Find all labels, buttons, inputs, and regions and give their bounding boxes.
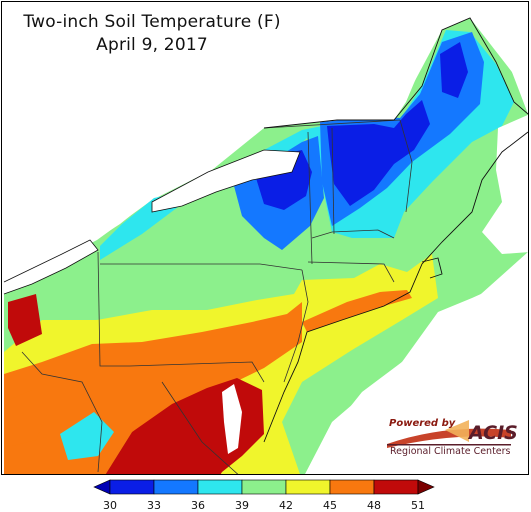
chesapeake-bay: [222, 384, 242, 454]
border-pa-west-south: [97, 251, 130, 367]
map-frame: Two-inch Soil Temperature (F) April 9, 2…: [1, 1, 529, 475]
legend-swatch-39-42: [241, 479, 287, 495]
legend-swatch-33-36: [153, 479, 199, 495]
legend-tick-33: 33: [147, 499, 161, 512]
border-ny-pa: [100, 263, 303, 271]
border-pa-md: [129, 361, 265, 383]
lake-ontario: [152, 150, 300, 212]
legend-over-arrow: [417, 479, 435, 495]
zone-30-33-north: [327, 100, 430, 206]
border-va-md: [161, 381, 239, 474]
map-title: Two-inch Soil Temperature (F): [23, 12, 281, 32]
legend-tick-36: 36: [191, 499, 205, 512]
legend-tick-48: 48: [367, 499, 381, 512]
zone-southwest-patch: [4, 390, 48, 446]
zone-30-33-maine: [440, 42, 468, 98]
cape-cod-outline: [421, 257, 443, 279]
acis-logo: Powered by ACIS Regional Climate Centers: [385, 416, 518, 462]
legend-tick-30: 30: [103, 499, 117, 512]
legend-swatch-30-33: [109, 479, 155, 495]
legend-swatch-48-51: [373, 479, 419, 495]
legend-tick-39: 39: [235, 499, 249, 512]
legend-tick-45: 45: [323, 499, 337, 512]
zone-39-42: [100, 30, 514, 260]
border-nj: [283, 269, 309, 383]
atlantic-coastline: [263, 131, 528, 443]
color-legend: 30 33 36 39 42 45 48 51: [0, 478, 531, 512]
acis-brand-text: ACIS: [469, 422, 518, 444]
zone-west-valley: [60, 412, 114, 460]
border-ny-vt: [307, 131, 313, 265]
border-ct-ri: [307, 261, 395, 283]
border-wv: [21, 351, 103, 473]
legend-under-arrow: [93, 479, 111, 495]
border-nh-me: [399, 119, 413, 213]
legend-swatch-45-48: [329, 479, 375, 495]
acis-swoosh-icon: [387, 420, 511, 448]
northeast-map: [2, 2, 528, 474]
legend-tick-51: 51: [411, 499, 425, 512]
legend-colorbar: [93, 479, 435, 495]
legend-swatch-42-45: [285, 479, 331, 495]
lake-ontario-outline: [151, 149, 301, 213]
northern-border-outline: [263, 17, 528, 129]
zone-west-pocket: [8, 294, 42, 346]
zone-long-island: [302, 290, 412, 332]
atlantic-ocean-south: [305, 272, 528, 474]
legend-swatch-36-39: [197, 479, 243, 495]
regional-climate-centers-text: Regional Climate Centers: [390, 446, 511, 457]
border-vt-nh: [331, 127, 335, 235]
lake-erie-outline: [3, 239, 99, 295]
canada-region: [2, 2, 528, 284]
border-us-canada: [263, 119, 401, 129]
powered-by-text: Powered by: [389, 418, 456, 429]
lake-erie: [4, 240, 98, 294]
atlantic-ocean-north: [482, 114, 528, 254]
legend-tick-42: 42: [279, 499, 293, 512]
border-ma-north: [311, 229, 395, 239]
map-date: April 9, 2017: [96, 35, 208, 55]
